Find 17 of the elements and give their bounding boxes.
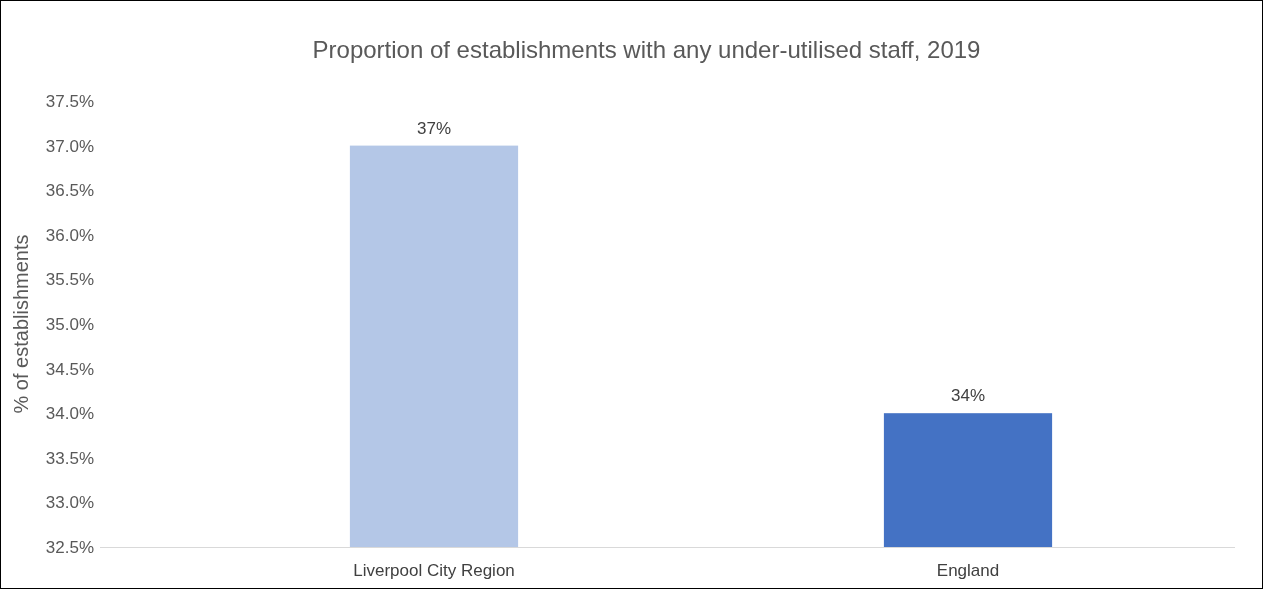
y-tick-label: 35.5% [45,270,94,290]
y-tick-label: 34.0% [45,404,94,424]
y-tick-label: 36.0% [45,225,94,245]
y-tick-label: 34.5% [45,359,94,379]
y-axis-title: % of establishments [10,234,32,414]
y-tick-label: 33.5% [45,448,94,468]
x-tick-label: Liverpool City Region [353,561,515,580]
chart-title: Proportion of establishments with any under-utilised staff, 2019 [312,36,981,63]
data-label: 37% [416,118,452,138]
y-tick-label: 35.0% [45,314,94,334]
y-tick-label: 37.0% [45,136,94,156]
y-tick-label: 36.5% [45,181,94,201]
y-tick-label: 37.5% [45,91,94,111]
x-tick-label: England [936,561,1000,580]
y-tick-label: 32.5% [45,537,94,557]
data-label: 34% [950,386,986,406]
y-tick-label: 33.0% [45,493,94,513]
